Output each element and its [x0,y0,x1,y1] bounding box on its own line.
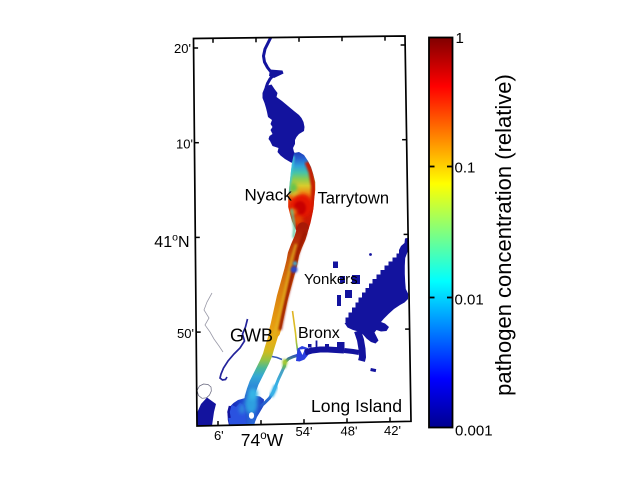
svg-text:0.01: 0.01 [455,291,484,308]
svg-text:Nyack: Nyack [245,186,293,205]
svg-text:74oW: 74oW [241,430,284,450]
svg-text:pathogen concentration (relati: pathogen concentration (relative) [491,74,516,396]
svg-text:0.1: 0.1 [455,159,476,176]
svg-text:0.001: 0.001 [455,422,493,439]
svg-text:50': 50' [177,326,194,341]
svg-text:41oN: 41oN [154,231,189,251]
svg-text:54': 54' [296,424,313,439]
svg-text:Yonkers: Yonkers [304,271,358,288]
svg-text:10': 10' [176,137,193,152]
svg-text:Long Island: Long Island [311,396,402,416]
svg-text:48': 48' [341,424,358,439]
svg-text:1: 1 [456,30,464,47]
svg-text:20': 20' [174,41,191,56]
svg-text:42': 42' [384,423,401,438]
svg-text:Tarrytown: Tarrytown [318,190,390,208]
svg-text:6': 6' [214,428,224,443]
svg-text:GWB: GWB [230,325,273,345]
svg-text:Bronx: Bronx [298,325,340,342]
